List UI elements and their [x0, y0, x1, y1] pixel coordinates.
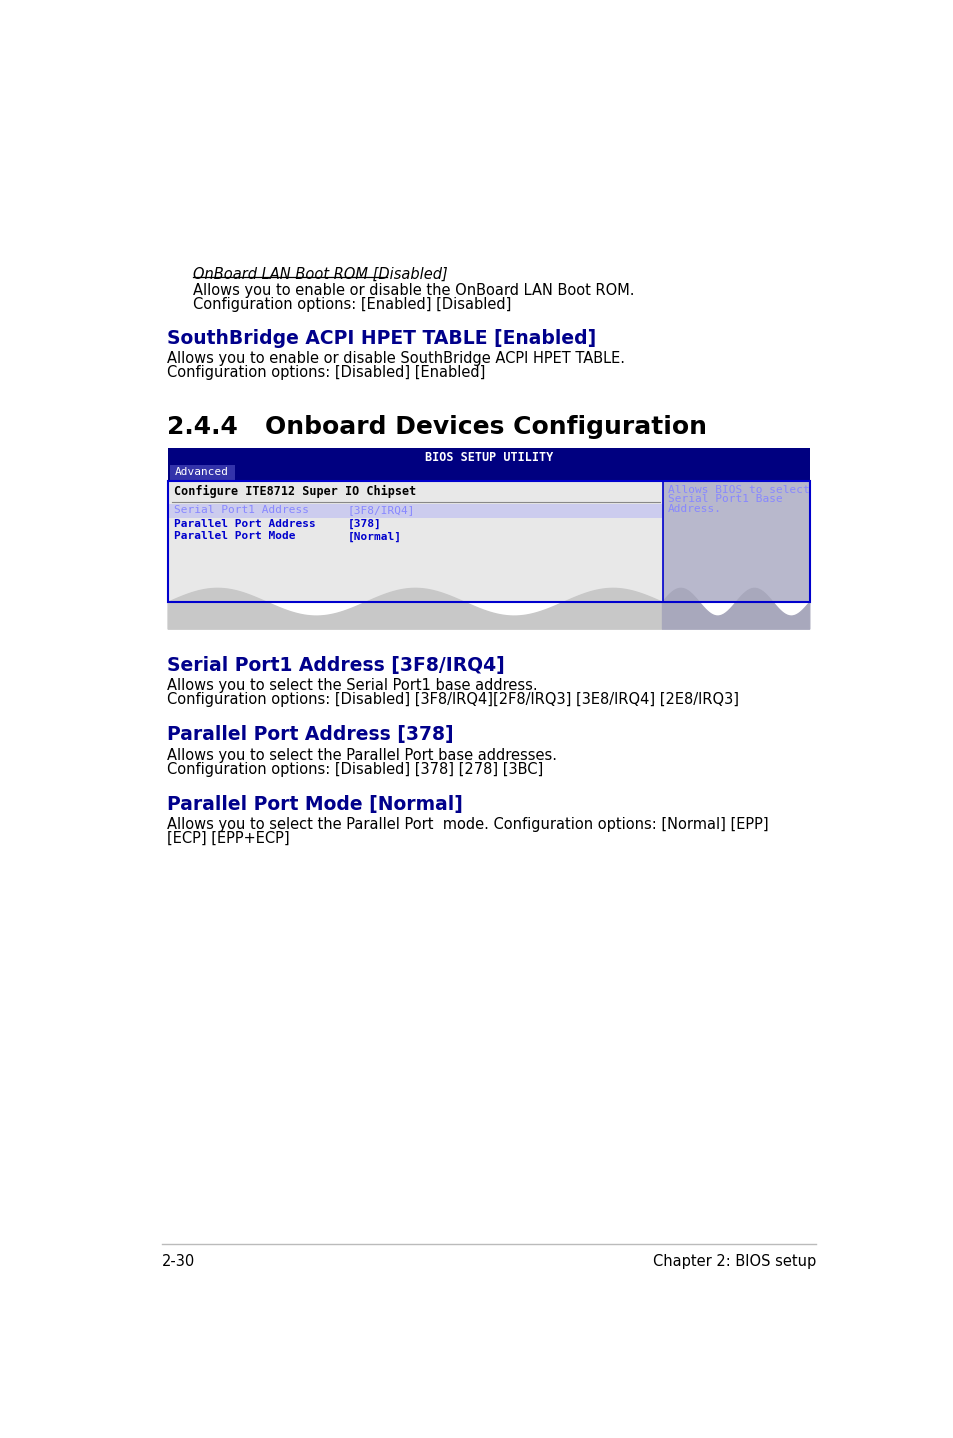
Text: Allows you to select the Serial Port1 base address.: Allows you to select the Serial Port1 ba… — [167, 679, 537, 693]
Bar — [168, 449, 809, 464]
Text: [3F8/IRQ4]: [3F8/IRQ4] — [348, 505, 415, 515]
Text: Serial Port1 Base: Serial Port1 Base — [667, 495, 781, 505]
Text: Allows BIOS to select: Allows BIOS to select — [667, 485, 809, 495]
Text: Parallel Port Mode [Normal]: Parallel Port Mode [Normal] — [167, 795, 463, 814]
Text: SouthBridge ACPI HPET TABLE [Enabled]: SouthBridge ACPI HPET TABLE [Enabled] — [167, 329, 596, 348]
Bar — [169, 503, 661, 518]
Text: Configuration options: [Disabled] [Enabled]: Configuration options: [Disabled] [Enabl… — [167, 365, 485, 380]
Text: Advanced: Advanced — [175, 467, 229, 477]
Text: Serial Port1 Address [3F8/IRQ4]: Serial Port1 Address [3F8/IRQ4] — [167, 656, 504, 674]
Text: Onboard Devices Configuration: Onboard Devices Configuration — [265, 416, 706, 439]
Bar — [168, 464, 809, 480]
Text: Parallel Port Address: Parallel Port Address — [174, 519, 315, 529]
Text: 2.4.4: 2.4.4 — [167, 416, 238, 439]
Text: [ECP] [EPP+ECP]: [ECP] [EPP+ECP] — [167, 831, 290, 846]
Bar — [168, 480, 661, 603]
Text: Parallel Port Mode: Parallel Port Mode — [174, 532, 295, 541]
Bar — [168, 480, 809, 603]
Polygon shape — [168, 588, 661, 630]
Text: Address.: Address. — [667, 503, 721, 513]
Text: Configuration options: [Disabled] [3F8/IRQ4][2F8/IRQ3] [3E8/IRQ4] [2E8/IRQ3]: Configuration options: [Disabled] [3F8/I… — [167, 692, 739, 707]
Text: BIOS SETUP UTILITY: BIOS SETUP UTILITY — [424, 452, 553, 464]
Text: Parallel Port Address [378]: Parallel Port Address [378] — [167, 725, 454, 745]
Text: Allows you to select the Parallel Port base addresses.: Allows you to select the Parallel Port b… — [167, 748, 557, 762]
Text: Chapter 2: BIOS setup: Chapter 2: BIOS setup — [652, 1254, 815, 1268]
Text: 2-30: 2-30 — [162, 1254, 195, 1268]
Text: Allows you to select the Parallel Port  mode. Configuration options: [Normal] [E: Allows you to select the Parallel Port m… — [167, 817, 768, 833]
Text: Serial Port1 Address: Serial Port1 Address — [174, 505, 309, 515]
Text: Configuration options: [Enabled] [Disabled]: Configuration options: [Enabled] [Disabl… — [193, 298, 511, 312]
Text: Allows you to enable or disable the OnBoard LAN Boot ROM.: Allows you to enable or disable the OnBo… — [193, 283, 634, 299]
Bar — [170, 464, 235, 480]
Text: [378]: [378] — [348, 519, 381, 529]
Text: Configuration options: [Disabled] [378] [278] [3BC]: Configuration options: [Disabled] [378] … — [167, 762, 543, 777]
Text: Allows you to enable or disable SouthBridge ACPI HPET TABLE.: Allows you to enable or disable SouthBri… — [167, 351, 624, 367]
Text: [Normal]: [Normal] — [348, 532, 401, 542]
Bar — [661, 480, 809, 603]
Text: Configure ITE8712 Super IO Chipset: Configure ITE8712 Super IO Chipset — [174, 485, 416, 499]
Polygon shape — [661, 588, 809, 630]
Text: OnBoard LAN Boot ROM [Disabled]: OnBoard LAN Boot ROM [Disabled] — [193, 266, 447, 282]
